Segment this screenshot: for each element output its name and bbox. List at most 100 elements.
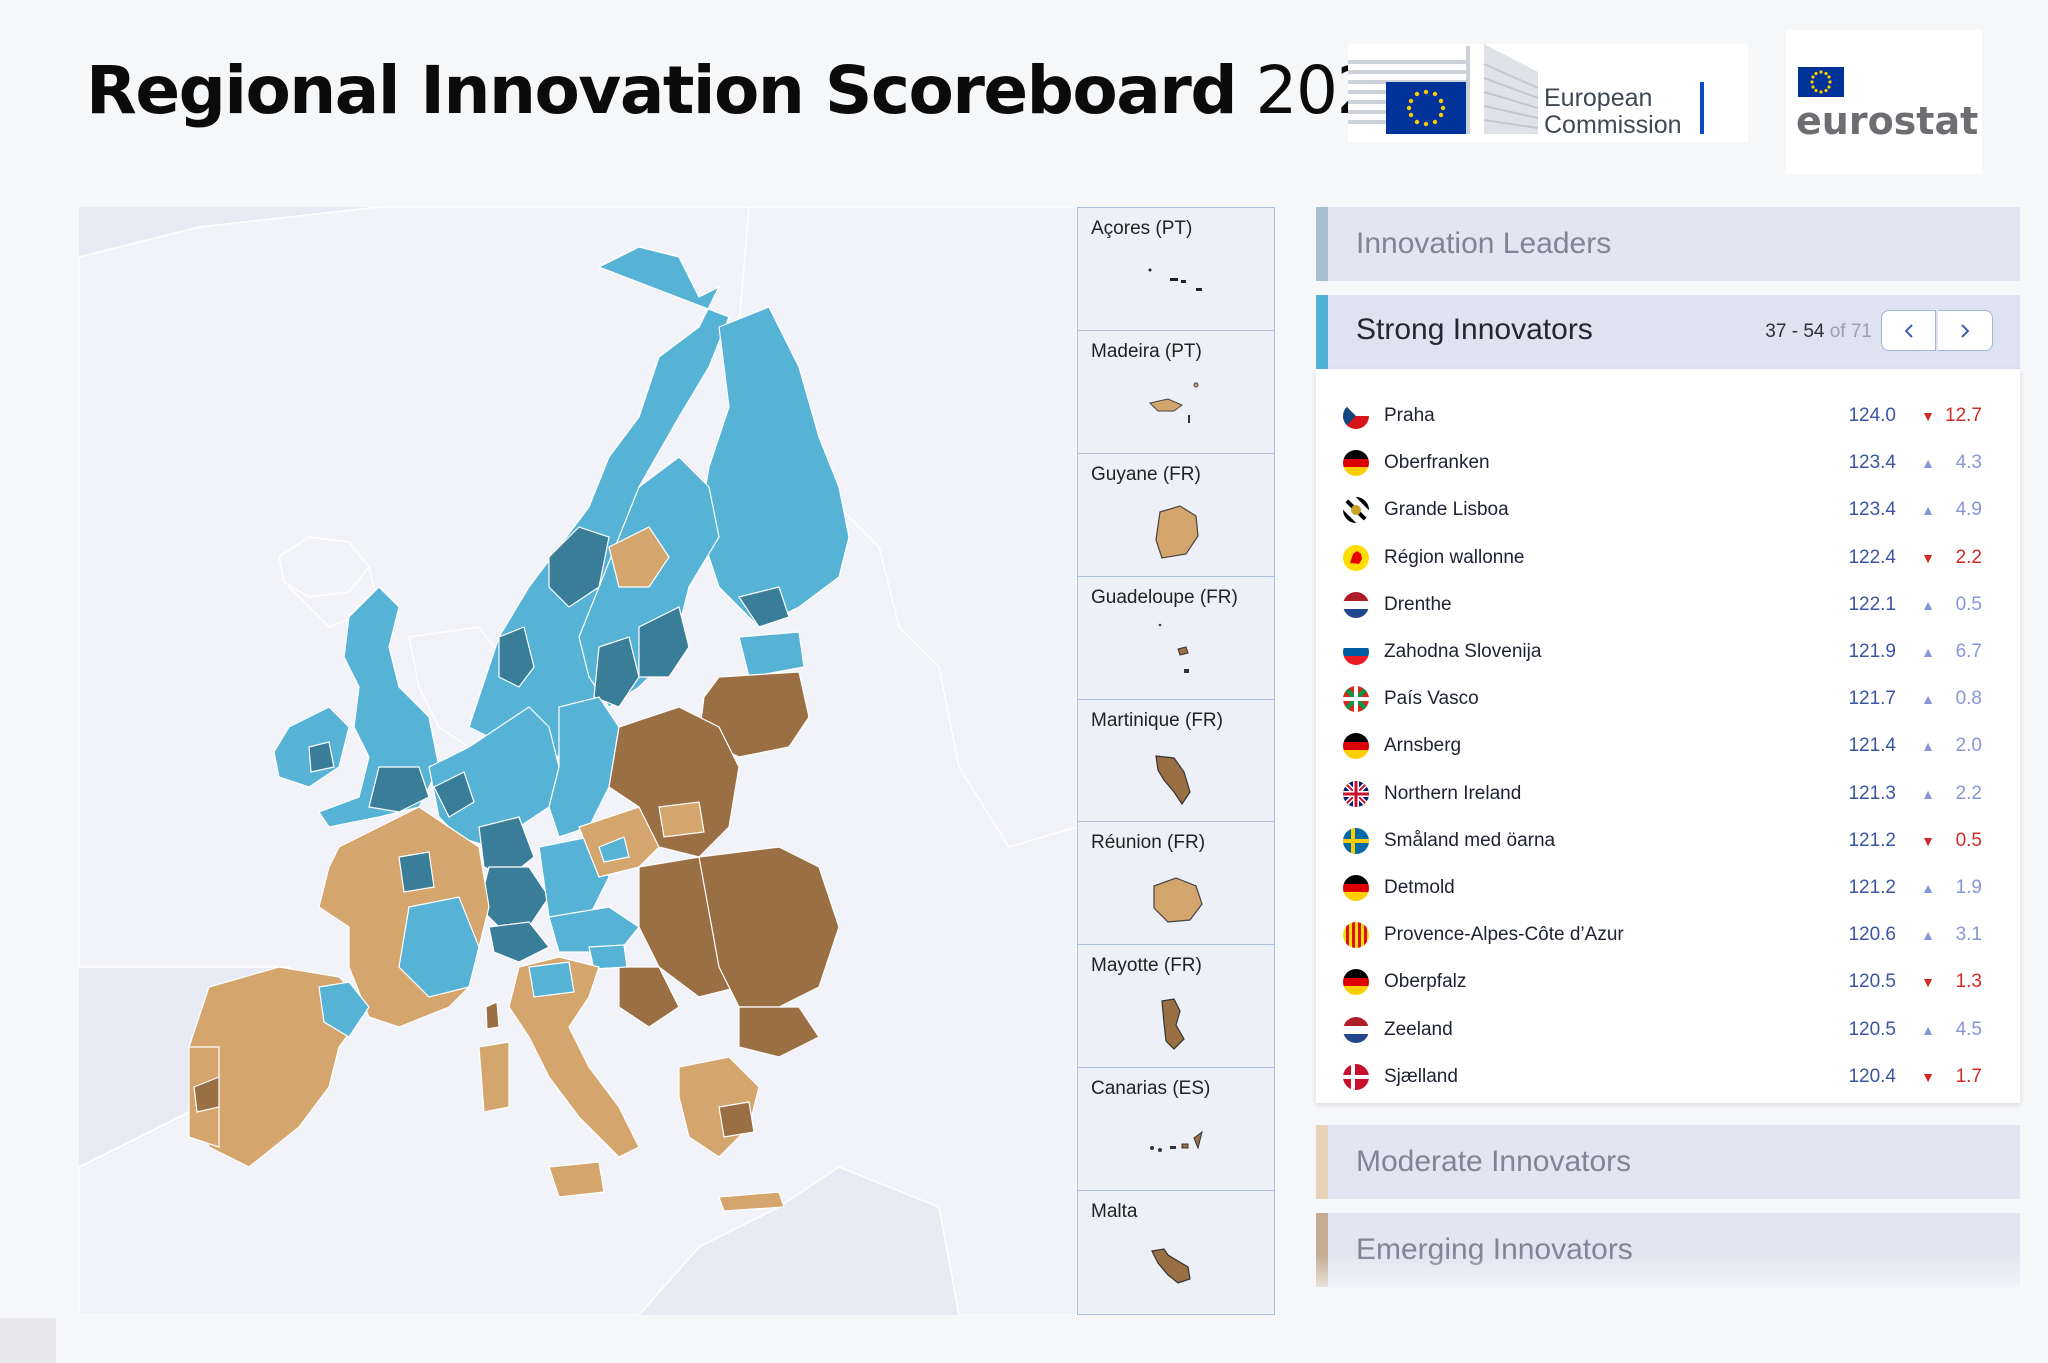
region-name[interactable]: Zeeland	[1384, 1018, 1453, 1040]
region-row[interactable]: Grande Lisboa 123.4 ▲ 4.9	[1316, 485, 2020, 532]
region-score: 121.9	[1848, 641, 1896, 662]
inset-label: Canarias (ES)	[1091, 1078, 1211, 1100]
triangle-up-icon: ▲	[1921, 880, 1935, 896]
region-row[interactable]: Småland med öarna 121.2 ▼ 0.5	[1316, 816, 2020, 863]
region-row[interactable]: Praha 124.0 ▼ 12.7	[1316, 391, 2020, 438]
region-score: 121.4	[1848, 735, 1896, 757]
inset-label: Madeira (PT)	[1091, 340, 1202, 362]
inset-label: Guyane (FR)	[1091, 463, 1201, 485]
outermost-regions-insets: Açores (PT) Madeira (PT) Guyane (FR) Gua…	[1077, 207, 1275, 1315]
title-main: Regional Innovation Scoreboard	[86, 52, 1238, 129]
region-row[interactable]: País Vasco 121.7 ▲ 0.8	[1316, 674, 2020, 721]
region-row[interactable]: Detmold 121.2 ▲ 1.9	[1316, 863, 2020, 910]
guyane-shape	[1155, 505, 1199, 559]
ec-logo-graphic: European Commission	[1348, 44, 1704, 139]
flag-icon	[1343, 497, 1369, 524]
pagination-range: 37 - 54	[1765, 321, 1825, 342]
region-name[interactable]: Zahodna Slovenija	[1384, 641, 1542, 662]
flag-icon	[1343, 1016, 1369, 1043]
region-name[interactable]: Northern Ireland	[1384, 782, 1522, 804]
inset-acores[interactable]: Açores (PT)	[1078, 208, 1274, 331]
tab-innovation-leaders[interactable]: Innovation Leaders	[1316, 207, 2020, 281]
region-row[interactable]: Zahodna Slovenija 121.9 ▲ 6.7	[1316, 627, 2020, 674]
region-row[interactable]: Drenthe 122.1 ▲ 0.5	[1316, 580, 2020, 627]
region-name[interactable]: Detmold	[1384, 877, 1455, 898]
flag-icon	[1343, 875, 1369, 901]
previous-page-button[interactable]	[1881, 310, 1936, 351]
group-label: Moderate Innovators	[1356, 1145, 1632, 1178]
inset-guadeloupe[interactable]: Guadeloupe (FR)	[1078, 577, 1274, 700]
inset-malta[interactable]: Malta	[1078, 1191, 1274, 1314]
region-name[interactable]: Småland med öarna	[1384, 829, 1556, 851]
region-change: 2.2	[1955, 782, 1982, 804]
region-row[interactable]: Provence-Alpes-Côte d’Azur 120.6 ▲ 3.1	[1316, 910, 2020, 957]
region-name[interactable]: Praha	[1384, 405, 1435, 426]
pagination-total: of 71	[1829, 321, 1872, 342]
region-name[interactable]: Drenthe	[1384, 593, 1452, 615]
region-row[interactable]: Arnsberg 121.4 ▲ 2.0	[1316, 721, 2020, 768]
poland	[608, 706, 740, 858]
inset-reunion[interactable]: Réunion (FR)	[1078, 822, 1274, 946]
region-name[interactable]: Oberfranken	[1384, 452, 1490, 474]
region-row[interactable]: Oberfranken 123.4 ▲ 4.3	[1316, 438, 2020, 485]
praha	[598, 836, 630, 863]
region-name[interactable]: Grande Lisboa	[1384, 499, 1509, 521]
triangle-up-icon: ▲	[1921, 691, 1935, 708]
region-score: 121.2	[1848, 829, 1896, 851]
region-row[interactable]: Sjælland 120.4 ▼ 1.7	[1316, 1052, 2020, 1099]
triangle-up-icon: ▲	[1921, 1021, 1935, 1038]
region-name[interactable]: Arnsberg	[1384, 735, 1462, 757]
region-row[interactable]: Région wallonne 122.4 ▼ 2.2	[1316, 533, 2020, 580]
region-change: 3.1	[1955, 924, 1982, 946]
croatia	[618, 966, 680, 1028]
region-row[interactable]: Northern Ireland 121.3 ▲ 2.2	[1316, 769, 2020, 816]
europe-map[interactable]	[79, 207, 1077, 1315]
next-page-button[interactable]	[1938, 310, 1993, 351]
page-title: Regional Innovation Scoreboard 2025	[86, 52, 1419, 129]
tab-strong-innovators[interactable]: Strong Innovators 37 - 54 of 71	[1316, 295, 2020, 369]
tab-moderate-innovators[interactable]: Moderate Innovators	[1316, 1125, 2020, 1199]
flag-icon	[1343, 591, 1369, 618]
region-name[interactable]: País Vasco	[1384, 688, 1479, 710]
region-row[interactable]: Oberpfalz 120.5 ▼ 1.3	[1316, 957, 2020, 1004]
inset-mayotte[interactable]: Mayotte (FR)	[1078, 945, 1274, 1069]
estonia	[738, 631, 805, 678]
malta-shape	[1151, 1248, 1191, 1284]
flag-icon	[1343, 544, 1369, 571]
region-row[interactable]: Zeeland 120.5 ▲ 4.5	[1316, 1005, 2020, 1052]
scrollbar-corner	[0, 1318, 56, 1363]
guadeloupe-shape	[1158, 623, 1189, 673]
inset-label: Réunion (FR)	[1091, 832, 1206, 854]
eurostat-logo[interactable]: eurostat	[1786, 30, 1982, 174]
group-label: Innovation Leaders	[1356, 227, 1612, 260]
austria	[548, 906, 640, 953]
region-score: 120.4	[1848, 1065, 1896, 1087]
region-score: 124.0	[1848, 405, 1896, 426]
flag-icon	[1343, 450, 1369, 477]
region-name[interactable]: Oberpfalz	[1384, 971, 1467, 993]
inset-guyane[interactable]: Guyane (FR)	[1078, 454, 1274, 577]
region-name[interactable]: Provence-Alpes-Côte d’Azur	[1384, 924, 1624, 946]
inset-label: Açores (PT)	[1091, 218, 1193, 239]
region-change: 0.5	[1955, 593, 1982, 615]
acores-shape	[1148, 268, 1202, 291]
finland	[698, 306, 850, 628]
ec-logo-line2: Commission	[1544, 111, 1682, 139]
ec-logo-line1: European	[1544, 84, 1652, 112]
group-accordion: Innovation Leaders	[1316, 207, 2020, 281]
inset-martinique[interactable]: Martinique (FR)	[1078, 700, 1274, 823]
inset-canarias[interactable]: Canarias (ES)	[1078, 1068, 1274, 1192]
helsinki	[738, 586, 790, 628]
triangle-down-icon: ▼	[1921, 974, 1935, 991]
region-name[interactable]: Région wallonne	[1384, 546, 1525, 568]
inset-madeira[interactable]: Madeira (PT)	[1078, 331, 1274, 454]
region-name[interactable]: Sjælland	[1384, 1065, 1458, 1087]
region-change: 4.9	[1955, 499, 1982, 521]
pagination-text: 37 - 54 of 71	[1765, 321, 1872, 343]
european-commission-logo[interactable]: European Commission	[1348, 44, 1748, 142]
baltics	[698, 671, 810, 758]
romania	[698, 846, 840, 1008]
triangle-up-icon: ▲	[1921, 596, 1935, 613]
martinique-shape	[1155, 754, 1191, 805]
flag-icon	[1343, 969, 1369, 996]
